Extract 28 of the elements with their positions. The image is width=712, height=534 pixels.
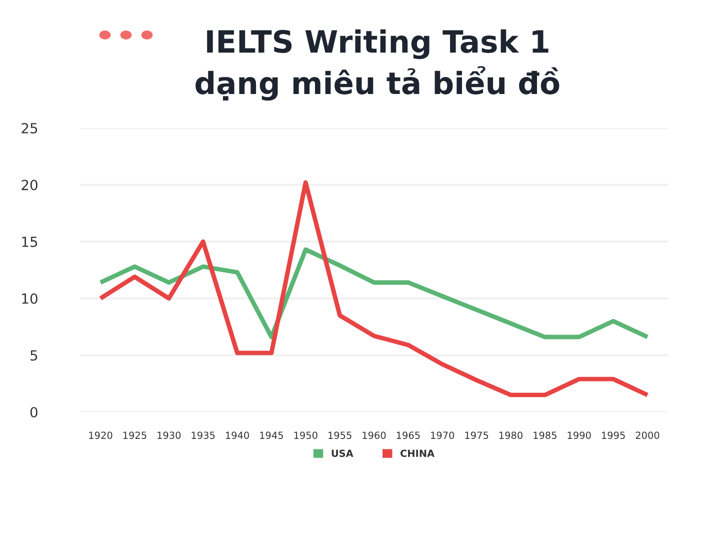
- y-tick-label: 20: [22, 180, 38, 190]
- x-tick-label: 2000: [636, 432, 660, 439]
- y-tick-label: 0: [30, 406, 38, 418]
- y-tick-label: 25: [22, 122, 38, 134]
- x-tick-label: 1990: [568, 432, 591, 439]
- x-tick-label: 1935: [192, 432, 215, 439]
- y-tick-label: 10: [22, 293, 38, 304]
- line-series: [98, 180, 650, 398]
- x-tick-label: 1940: [226, 432, 249, 439]
- x-tick-label: 1980: [499, 432, 522, 439]
- x-tick-label: 1930: [158, 432, 181, 439]
- x-tick-label: 1960: [362, 432, 386, 439]
- legend-label: USA: [332, 450, 354, 457]
- x-tick-label: 1995: [602, 432, 625, 439]
- x-tick-label: 1970: [431, 432, 454, 439]
- legend-label: CHINA: [400, 450, 435, 457]
- x-tick-label: 1925: [123, 432, 146, 439]
- x-tick-label: 1975: [465, 432, 488, 439]
- x-tick-label: 1950: [294, 432, 318, 439]
- line-series: [98, 247, 650, 340]
- x-tick-label: 1945: [260, 432, 283, 439]
- chart-title: IELTS Writing Task 1 dạng miêu tả biểu đồ: [196, 29, 560, 101]
- x-tick-label: 1985: [534, 432, 556, 439]
- y-tick-label: 15: [22, 236, 38, 248]
- x-tick-label: 1920: [89, 432, 112, 439]
- y-tick-label: 5: [30, 350, 38, 361]
- x-tick-label: 1965: [396, 432, 420, 439]
- x-tick-label: 1955: [328, 432, 352, 439]
